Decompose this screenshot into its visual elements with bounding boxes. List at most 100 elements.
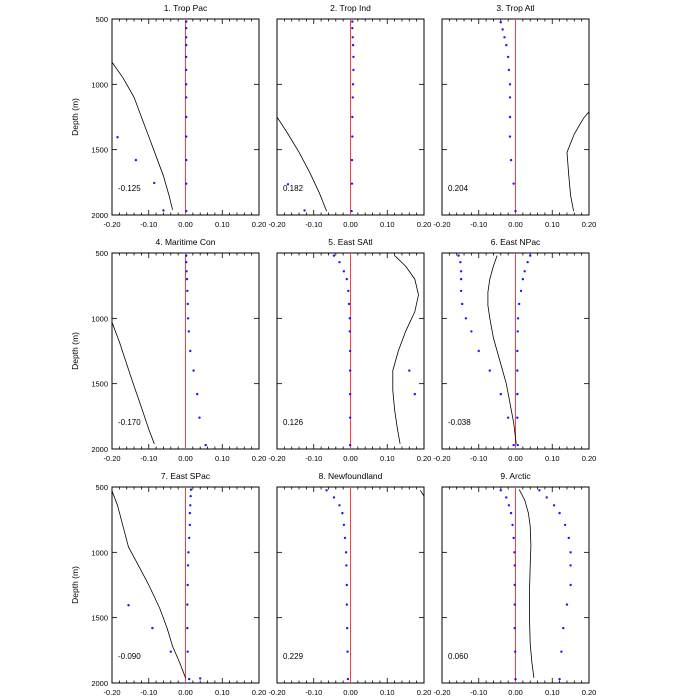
data-point [345,603,349,606]
data-point [185,26,188,30]
x-tick-label: 0.10 [215,688,230,697]
data-point [350,182,354,185]
x-tick-label: 0.20 [417,688,432,697]
x-tick-label: 0.20 [252,688,267,697]
data-point [185,270,188,273]
x-tick-label: -0.20 [433,454,450,463]
data-point [347,289,350,293]
data-point [185,260,188,264]
data-point [459,277,463,281]
data-point [569,583,572,587]
panel-3: -0.20 -0.10 0.00 0.10 0.20 3. Trop Atl 0.204 [433,3,596,229]
data-point [185,182,188,185]
panel-value-label: 0.204 [448,184,469,193]
data-point [516,416,519,419]
x-tick-label: 0.00 [178,220,193,229]
data-point [508,115,512,119]
x-tick-label: -0.10 [470,688,487,697]
data-point [505,496,508,499]
x-tick-label: 0.10 [545,454,560,463]
data-point [350,209,353,213]
data-point [162,209,165,212]
data-point [343,536,347,540]
data-point [186,603,189,606]
panel-title: 3. Trop Atl [496,3,534,13]
data-point [459,260,462,264]
y-tick-label: 1500 [91,380,108,389]
data-point [345,564,348,567]
data-point [286,183,290,186]
data-point [198,416,201,419]
panel-title: 9. Arctic [500,471,531,481]
profile-curve [111,322,155,444]
data-point [558,677,561,681]
profile-curve [111,490,186,678]
data-point [552,504,556,507]
data-point [341,511,344,515]
data-point [501,28,504,31]
panel-value-label: -0.170 [118,418,141,427]
x-tick-label: 0.00 [343,454,358,463]
x-tick-label: 0.10 [380,688,395,697]
x-tick-label: -0.10 [305,688,322,697]
x-tick-label: -0.10 [140,688,157,697]
panel-value-label: 0.060 [448,652,469,661]
y-tick-label: 2000 [91,445,108,454]
x-tick-label: -0.10 [305,220,322,229]
data-point [509,511,513,515]
panel-value-label: 0.182 [283,184,304,193]
data-point [538,489,541,492]
data-point [513,626,516,630]
x-tick-label: -0.10 [470,454,487,463]
data-point [185,55,188,59]
data-point [523,270,526,273]
x-tick-label: 0.00 [343,688,358,697]
data-point [185,96,188,99]
data-point [503,36,506,39]
x-tick-label: 0.20 [582,454,597,463]
data-point [408,369,411,372]
panel-value-label: 0.229 [283,652,304,661]
data-point [351,115,354,119]
data-point [332,496,336,499]
x-tick-label: 0.10 [380,220,395,229]
data-point [477,349,480,353]
data-point [507,504,511,507]
data-point [352,55,355,59]
data-point [516,443,519,447]
data-point [345,626,349,630]
x-tick-label: 0.00 [343,220,358,229]
data-point [560,650,563,653]
panel-title: 8. Newfoundland [319,471,383,481]
data-point [413,392,417,396]
x-tick-label: 0.00 [508,454,523,463]
panel-value-label: 0.126 [283,418,304,427]
y-tick-label: 1500 [91,146,108,155]
data-point [189,349,192,353]
data-point [545,496,548,499]
data-point [153,181,156,185]
panel-title: 4. Maritime Con [156,237,216,247]
data-point [488,369,491,372]
data-point [127,604,130,607]
data-point [186,583,189,587]
data-point [348,330,351,333]
data-point [514,209,517,213]
data-point [351,96,354,99]
data-point [516,317,520,320]
data-point [459,270,463,273]
y-axis-label: Depth (m) [70,332,80,370]
panel-title: 1. Trop Pac [164,3,208,13]
data-point [185,68,188,72]
data-point [516,349,519,353]
data-point [348,369,352,372]
data-point [348,317,351,320]
x-tick-label: -0.10 [140,454,157,463]
data-point [187,330,191,333]
data-point [506,416,510,419]
x-tick-label: 0.00 [508,688,523,697]
y-tick-label: 1000 [91,548,108,557]
data-point [513,603,516,606]
profile-curve [276,116,327,212]
data-point [351,36,354,39]
